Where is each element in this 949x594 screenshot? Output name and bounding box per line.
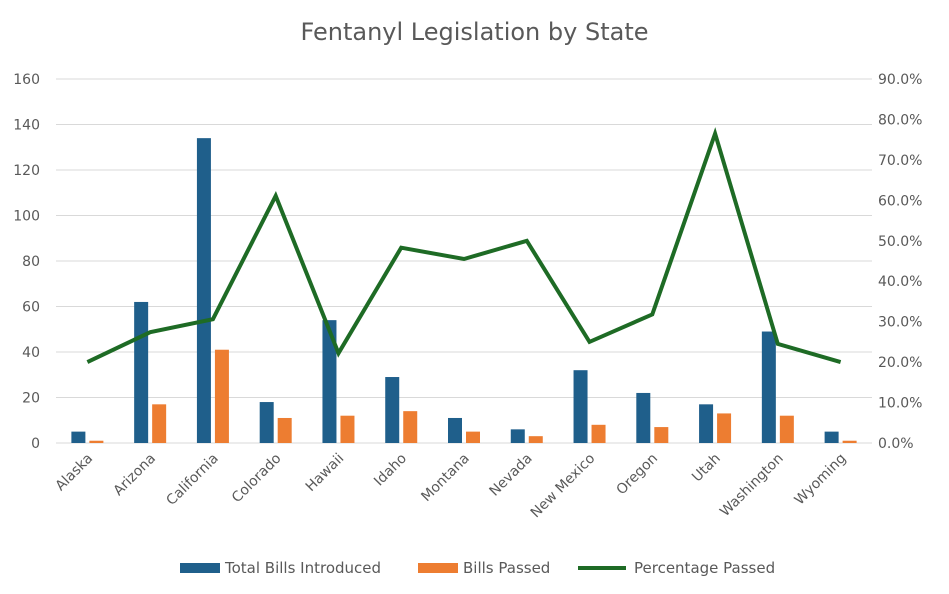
y-left-tick-label: 120 xyxy=(13,163,40,179)
bar-bills-passed xyxy=(717,413,732,443)
bar-total-bills xyxy=(699,404,714,443)
y-left-tick-label: 160 xyxy=(13,72,40,88)
bar-bills-passed xyxy=(403,411,418,443)
x-category-label: Colorado xyxy=(229,451,285,507)
bar-total-bills xyxy=(510,429,525,443)
bar-total-bills xyxy=(134,301,149,443)
line-percentage-passed xyxy=(86,127,842,365)
y-right-tick-label: 70.0% xyxy=(878,153,922,169)
bar-total-bills xyxy=(196,138,211,443)
y-left-tick-label: 0 xyxy=(31,436,40,452)
bar-bills-passed xyxy=(152,404,167,443)
x-category-label: Utah xyxy=(689,451,724,486)
x-category-label: Nevada xyxy=(487,451,536,500)
bar-total-bills xyxy=(573,370,588,443)
bar-bills-passed xyxy=(89,440,104,443)
legend-total-bills-swatch xyxy=(180,563,220,573)
bar-bills-passed xyxy=(340,415,355,443)
bar-bills-passed xyxy=(654,427,669,443)
y-right-tick-label: 60.0% xyxy=(878,193,922,209)
x-category-label: Hawaii xyxy=(303,451,347,495)
bar-total-bills xyxy=(636,392,651,443)
y-left-tick-label: 40 xyxy=(22,345,40,361)
y-left-tick-label: 20 xyxy=(22,391,40,407)
x-category-label: Arizona xyxy=(110,451,159,500)
legend-bills-passed-swatch xyxy=(418,563,458,573)
bar-total-bills xyxy=(824,431,839,443)
bar-bills-passed xyxy=(214,349,229,443)
y-right-tick-label: 90.0% xyxy=(878,72,922,88)
x-category-label: Alaska xyxy=(53,451,97,495)
x-category-label: Idaho xyxy=(371,451,410,490)
bar-total-bills xyxy=(259,402,274,443)
bar-total-bills xyxy=(322,320,337,443)
y-right-tick-label: 30.0% xyxy=(878,315,922,331)
bar-bills-passed xyxy=(528,436,543,443)
y-right-tick-label: 40.0% xyxy=(878,274,922,290)
x-category-label: Washington xyxy=(717,451,786,520)
bar-total-bills xyxy=(385,377,400,443)
x-category-label: New Mexico xyxy=(528,451,599,522)
y-right-tick-label: 10.0% xyxy=(878,396,922,412)
y-left-tick-label: 140 xyxy=(13,118,40,134)
bar-bills-passed xyxy=(591,424,606,443)
legend-total-bills-label: Total Bills Introduced xyxy=(224,559,381,577)
legend-percentage-passed-label: Percentage Passed xyxy=(634,559,775,577)
bar-total-bills xyxy=(71,431,86,443)
x-category-label: Wyoming xyxy=(792,451,850,509)
bar-total-bills xyxy=(448,417,462,443)
y-left-tick-label: 80 xyxy=(22,254,40,270)
y-right-tick-label: 50.0% xyxy=(878,234,922,250)
bar-bills-passed xyxy=(277,417,292,443)
x-category-label: California xyxy=(163,451,221,509)
y-left-tick-label: 100 xyxy=(13,209,40,225)
x-category-label: Montana xyxy=(418,451,472,505)
y-right-tick-label: 0.0% xyxy=(878,436,914,452)
chart-title: Fentanyl Legislation by State xyxy=(300,18,649,46)
y-right-tick-label: 80.0% xyxy=(878,112,922,128)
bar-bills-passed xyxy=(466,431,480,443)
legend-bills-passed-label: Bills Passed xyxy=(463,559,550,577)
bar-bills-passed xyxy=(842,440,857,443)
bar-bills-passed xyxy=(779,415,794,443)
bar-total-bills xyxy=(761,331,776,443)
y-left-tick-label: 60 xyxy=(22,300,40,316)
y-right-tick-label: 20.0% xyxy=(878,355,922,371)
x-category-label: Oregon xyxy=(613,451,661,499)
